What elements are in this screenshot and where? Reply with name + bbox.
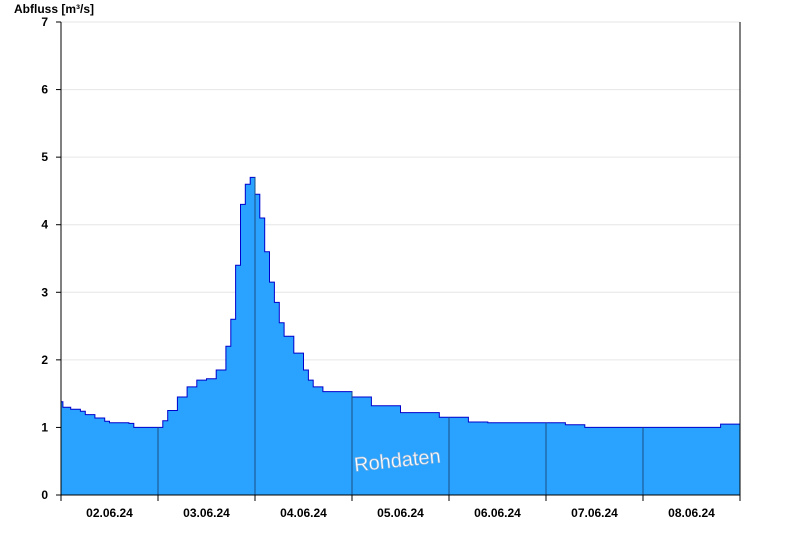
axes: 0 1 2 3 4 5 6 7 02.06.24 03.06.24 04.06.24 05.06.24… <box>41 15 741 520</box>
grid <box>61 21 740 428</box>
x-tick-label-6: 08.06.24 <box>668 506 715 520</box>
x-tick-label-2: 04.06.24 <box>280 506 327 520</box>
x-tick-label-5: 07.06.24 <box>571 506 618 520</box>
x-tick-label-4: 06.06.24 <box>474 506 521 520</box>
y-tick-label-5: 5 <box>41 150 48 164</box>
y-tick-label-2: 2 <box>41 353 48 367</box>
y-tick-label-6: 6 <box>41 83 48 97</box>
day-dividers <box>157 177 644 495</box>
area-fill <box>61 177 740 495</box>
x-tick-label-1: 03.06.24 <box>183 506 230 520</box>
area-outline <box>61 176 741 428</box>
y-tick-label-7: 7 <box>41 15 48 29</box>
x-tick-label-0: 02.06.24 <box>86 506 133 520</box>
y-tick-label-4: 4 <box>41 218 48 232</box>
y-axis-label: Abfluss [m³/s] <box>14 2 94 16</box>
y-tick-label-3: 3 <box>41 285 48 299</box>
y-tick-label-1: 1 <box>41 420 48 434</box>
series-area <box>61 176 741 495</box>
y-tick-label-0: 0 <box>41 488 48 502</box>
x-tick-label-3: 05.06.24 <box>377 506 424 520</box>
